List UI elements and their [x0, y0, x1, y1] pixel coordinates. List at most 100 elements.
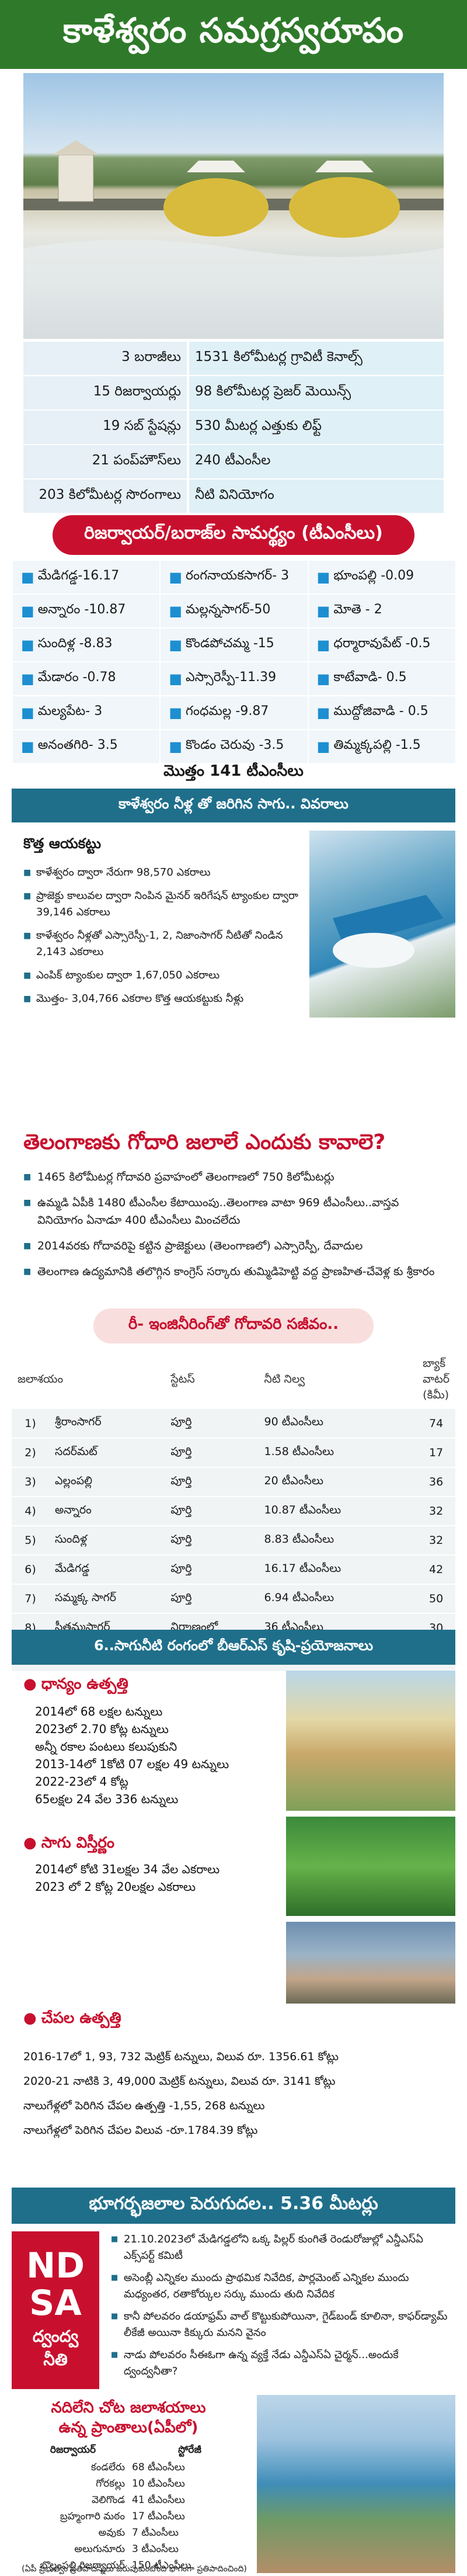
bullet-icon: ■ — [21, 637, 34, 653]
ap-storage: 68 టీఎంసీలు — [132, 2462, 185, 2473]
grain-line: 2014లో 68 లక్షల టన్నులు — [35, 1704, 163, 1719]
stats-grid: 3 బరాజీలు 1531 కిలోమీటర్ల గ్రావిటీ కెనాల… — [23, 342, 444, 514]
row-name: సదర్‌మట్ — [49, 1438, 165, 1468]
reservoir-cell: ■ ముద్దోజివాడి - 0.5 — [307, 696, 455, 729]
row-index: 4) — [12, 1497, 49, 1526]
reservoir-value: కాటేవాడి- 0.5 — [333, 670, 407, 685]
row-storage: 8.83 టీఎంసీలు — [258, 1526, 417, 1556]
bullet-icon: ■ — [169, 637, 183, 653]
area-line: 2023 లో 2 కోట్ల 20లక్షల ఎకరాలు — [35, 1880, 196, 1894]
area-heading: సాగు విస్తీర్ణం — [23, 1834, 114, 1855]
fish-line: నాలుగేళ్లలో పెరిగిన చేపల ఉత్పత్తి -1,55,… — [23, 2099, 265, 2112]
grain-line: అన్నీ రకాల పంటలు కలుపుకుని — [35, 1740, 177, 1754]
ap-title-line: ఉన్న ప్రాంతాలు(ఏపీలో) — [58, 2419, 198, 2436]
stats-row: 21 పంప్‌హౌస్‌లు 240 టీఎంసీల — [23, 445, 444, 480]
table-row: అలుగునూరు 3 టీఎంసీలు — [18, 2542, 251, 2558]
fish-block: 2016-17లో 1, 93, 732 మెట్రిక్ టన్నులు, వ… — [23, 2044, 455, 2143]
list-item: మొత్తం- 3,04,766 ఎకరాల కొత్త ఆయకట్టుకు న… — [23, 991, 304, 1007]
reservoir-cell: ■ ధర్మారావుపేట్ -0.5 — [307, 629, 455, 661]
list-item: కానీ పోలవరం డయాఫ్రమ్ వాల్ కొట్టుకుపోయినా… — [111, 2308, 455, 2341]
stats-row: 19 సబ్ స్టేషన్లు 530 మీటర్ల ఎత్తుకు లిఫ్… — [23, 411, 444, 445]
table-header-row: రిజర్వాయర్ స్టోరేజీ — [18, 2442, 251, 2460]
reservoir-table: జలాశయం స్టేటస్ నీటి నిల్వ బ్యాక్ వాటర్ (… — [12, 1352, 455, 1672]
agri-bar: 6..సాగునీటి రంగంలో బీఆర్ఎస్ కృషి-ప్రయోజన… — [12, 1630, 455, 1665]
bullet-icon: ■ — [169, 704, 183, 721]
bullet-icon: ■ — [21, 671, 34, 687]
reservoir-cell: ■ కొండపోచమ్మ -15 — [159, 629, 307, 661]
table-row: అవుకు 7 టీఎంసీలు — [18, 2526, 251, 2542]
dam-photo — [23, 73, 444, 339]
row-status: పూర్తి — [165, 1409, 259, 1439]
bullet-icon: ■ — [316, 738, 330, 755]
ap-title-line: నదిలేని చోట జలాశయాలు — [51, 2399, 206, 2417]
fish-heading: చేపల ఉత్పత్తి — [23, 2009, 121, 2030]
reservoir-cell: ■ రంగనాయకసాగర్- 3 — [159, 561, 307, 593]
canal-photo — [309, 831, 455, 1018]
bullet-icon: ■ — [169, 738, 183, 755]
grain-line: 2022-23లో 4 కోట్ల — [35, 1775, 128, 1789]
stats-row: 3 బరాజీలు 1531 కిలోమీటర్ల గ్రావిటీ కెనాల… — [23, 342, 444, 376]
list-item: 21.10.2023లో మేడిగడ్డలోని ఒక్క పిల్లర్ క… — [111, 2231, 455, 2264]
bullet-icon: ■ — [169, 671, 183, 687]
reservoir-cell: ■ భూంపల్లి -0.09 — [307, 561, 455, 593]
column-header: స్టోరేజీ — [178, 2444, 201, 2456]
row-backwater: 36 — [417, 1467, 455, 1497]
ap-storage: 150 టీఎంసీలు — [132, 2560, 191, 2571]
ap-storage: 7 టీఎంసీలు — [132, 2527, 179, 2539]
list-item: తెలంగాణ ఉద్యమానికి తలొగ్గిన కాంగ్రెస్ సర… — [23, 1263, 444, 1280]
groundwater-bar: భూగర్భజలాల పెరుగుదల.. 5.36 మీటర్లు — [12, 2188, 455, 2224]
table-header-row: జలాశయం స్టేటస్ నీటి నిల్వ బ్యాక్ వాటర్ (… — [12, 1352, 455, 1409]
stat-left: 21 పంప్‌హౌస్‌లు — [23, 445, 187, 478]
farmer-photo — [286, 1671, 455, 1811]
reservoir-total: మొత్తం 141 టీఎంసీలు — [163, 762, 304, 780]
bullet-icon: ■ — [169, 569, 183, 585]
bullet-icon: ■ — [21, 738, 34, 755]
ndsa-list: 21.10.2023లో మేడిగడ్డలోని ఒక్క పిల్లర్ క… — [111, 2231, 455, 2386]
reservoir-value: మల్లన్నసాగర్-50 — [186, 602, 271, 617]
row-storage: 20 టీఎంసీలు — [258, 1467, 417, 1497]
reservoir-cell: ■ అన్నారం -10.87 — [12, 595, 159, 627]
reservoir-row: ■ మేడారం -0.78 ■ ఎస్సారెస్పీ-11.39 ■ కాటేవా… — [12, 662, 455, 695]
table-row: 3) ఎల్లంపల్లి పూర్తి 20 టీఎంసీలు 36 — [12, 1467, 455, 1497]
bullet-icon: ■ — [21, 569, 34, 585]
column-header: నీటి నిల్వ — [264, 1373, 305, 1386]
reservoir-grid: ■ మేడిగడ్డ-16.17 ■ రంగనాయకసాగర్- 3 ■ భూంపల్… — [12, 561, 455, 764]
row-status: పూర్తి — [165, 1438, 259, 1468]
reservoir-value: అనంతగిరి- 3.5 — [37, 738, 118, 752]
bullet-icon: ■ — [316, 569, 330, 585]
ap-name: గోరకల్లు — [96, 2478, 125, 2490]
stat-right: 1531 కిలోమీటర్ల గ్రావిటీ కెనాల్స్ — [187, 342, 444, 375]
row-index: 6) — [12, 1555, 49, 1585]
grain-line: 65లక్షల 24 వేల 336 టన్నులు — [35, 1792, 179, 1806]
ndsa-sub: నీతి — [43, 2350, 68, 2369]
table-row: 1) శ్రీరాంసాగర్ పూర్తి 90 టీఎంసీలు 74 — [12, 1409, 455, 1439]
list-item: 2014వరకు గోదావరిపై కట్టిన ప్రాజెక్టులు (… — [23, 1237, 444, 1255]
dam-illustration — [23, 140, 444, 339]
row-status: పూర్తి — [165, 1497, 259, 1526]
row-index: 3) — [12, 1467, 49, 1497]
fish-line: 2016-17లో 1, 93, 732 మెట్రిక్ టన్నులు, వ… — [23, 2050, 339, 2063]
row-name: ఎల్లంపల్లి — [49, 1467, 165, 1497]
reservoir-cell: ■ మల్లన్నసాగర్-50 — [159, 595, 307, 627]
row-backwater: 32 — [417, 1526, 455, 1556]
row-index: 2) — [12, 1438, 49, 1468]
ap-name: బొల్లంపల్లి రిజర్వాయర్ — [40, 2560, 125, 2571]
reservoir-cell: ■ మల్యపేట- 3 — [12, 696, 159, 729]
row-storage: 90 టీఎంసీలు — [258, 1409, 417, 1439]
grain-line: 2023లో 2.70 కోట్ల టన్నులు — [35, 1722, 169, 1736]
row-status: పూర్తి — [165, 1467, 259, 1497]
reservoir-row: ■ సుందిళ్ల -8.83 ■ కొండపోచమ్మ -15 ■ ధర్మారా… — [12, 629, 455, 661]
ap-reservoir-table: రిజర్వాయర్ స్టోరేజీ కండలేరు 68 టీఎంసీలు గ… — [18, 2442, 251, 2575]
row-storage: 10.87 టీఎంసీలు — [258, 1497, 417, 1526]
canal-illustration — [333, 895, 444, 968]
list-item: నాడు పోలవరం సీఈఓగా ఉన్న వ్యక్తే నేడు ఎన్… — [111, 2347, 455, 2380]
ap-storage: 10 టీఎంసీలు — [132, 2478, 185, 2490]
reservoir-cell: ■ ఎస్సారెస్పీ-11.39 — [159, 662, 307, 695]
reservoir-row: ■ మల్యపేట- 3 ■ గంధమల్ల -9.87 ■ ముద్దోజివాడి… — [12, 696, 455, 729]
why-list: 1465 కిలోమీటర్ల గోదావరి ప్రవాహంలో తెలంగా… — [23, 1168, 444, 1289]
stat-left: 203 కిలోమీటర్ల సొరంగాలు — [23, 480, 187, 513]
stat-right: నీటి వినియోగం — [187, 480, 444, 513]
list-item: ఎంపిక్ ట్యాంకుల ద్వారా 1,67,050 ఎకరాలు — [23, 967, 304, 984]
row-backwater: 74 — [417, 1409, 455, 1439]
